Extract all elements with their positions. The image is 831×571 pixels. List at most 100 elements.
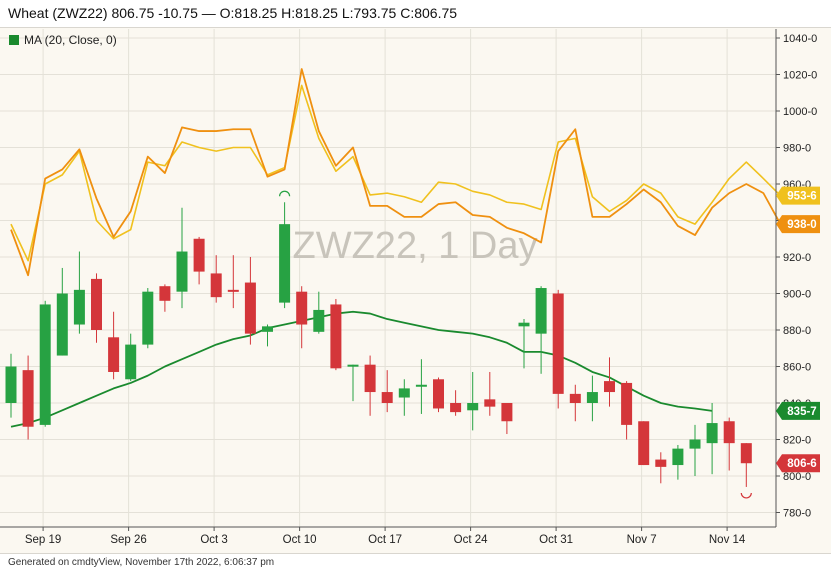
- grid-lines: [0, 29, 776, 527]
- y-tick-label: 820-0: [783, 435, 811, 447]
- candle-body: [433, 379, 444, 409]
- y-tick-label: 780-0: [783, 508, 811, 520]
- candle-up: [415, 359, 427, 414]
- y-tick-label: 880-0: [783, 325, 811, 337]
- candle-body: [364, 364, 376, 393]
- candle-down: [91, 273, 102, 343]
- candle-body: [91, 278, 102, 330]
- band-upper-line: [10, 84, 782, 262]
- band-lower-line: [10, 68, 782, 277]
- candle-down: [723, 417, 735, 471]
- candles: [5, 202, 752, 487]
- band-lower-price-tag-bg: [776, 215, 820, 234]
- candle-body: [142, 291, 154, 345]
- last-close-price-tag-bg: [776, 454, 820, 473]
- candle-body: [279, 224, 291, 303]
- ma-line: [10, 310, 713, 428]
- x-tick-label: Nov 7: [627, 534, 657, 546]
- candle-down: [210, 255, 222, 303]
- candle-up: [5, 353, 17, 418]
- candle-up: [262, 324, 273, 347]
- candle-body: [450, 403, 462, 413]
- candle-body: [689, 439, 701, 449]
- candle-down: [621, 381, 633, 440]
- ma-price-tag-bg: [776, 401, 820, 420]
- last-close-price-tag-text: 806-6: [787, 458, 816, 470]
- candle-body: [22, 370, 34, 427]
- candle-down: [159, 284, 171, 312]
- x-tick-label: Sep 26: [110, 534, 146, 546]
- candle-body: [552, 293, 564, 394]
- candle-body: [227, 289, 239, 292]
- candle-body: [467, 403, 479, 411]
- candle-body: [347, 364, 359, 367]
- candle-body: [5, 366, 17, 403]
- x-tick-label: Sep 19: [25, 534, 61, 546]
- indicator-legend[interactable]: MA (20, Close, 0): [9, 33, 117, 47]
- candle-up: [313, 291, 325, 334]
- candle-down: [108, 311, 120, 380]
- legend-swatch: [9, 35, 19, 45]
- candle-body: [723, 421, 735, 444]
- candle-down: [193, 236, 205, 285]
- candle-down: [604, 357, 615, 407]
- candle-down: [381, 370, 393, 413]
- candle-body: [740, 443, 752, 464]
- chart-title: Wheat (ZWZ22) 806.75 -10.75 — O:818.25 H…: [8, 5, 458, 21]
- y-tick-label: 920-0: [783, 252, 811, 264]
- candle-down: [433, 377, 444, 413]
- candle-body: [125, 344, 137, 380]
- chart-header: Wheat (ZWZ22) 806.75 -10.75 — O:818.25 H…: [0, 0, 831, 28]
- candle-body: [501, 403, 513, 422]
- candle-body: [56, 293, 68, 356]
- y-tick-label: 980-0: [783, 143, 811, 155]
- candle-down: [501, 403, 513, 435]
- candle-up: [706, 403, 718, 475]
- x-tick-label: Oct 24: [454, 534, 488, 546]
- candle-up: [142, 288, 154, 349]
- footer-text: Generated on cmdtyView, November 17th 20…: [8, 557, 275, 568]
- candle-up: [347, 364, 359, 402]
- candle-body: [176, 251, 188, 292]
- ma-price-tag: 835-7: [776, 401, 820, 420]
- band-upper-price-tag: 953-6: [776, 186, 820, 205]
- candle-up: [518, 319, 530, 369]
- candle-body: [655, 459, 667, 467]
- candle-body: [398, 388, 410, 398]
- candle-body: [518, 322, 530, 327]
- candle-down: [638, 421, 650, 466]
- candle-down: [552, 289, 564, 409]
- y-tick-label: 800-0: [783, 471, 811, 483]
- x-tick-label: Nov 14: [709, 534, 746, 546]
- candle-up: [279, 202, 291, 309]
- candle-up: [56, 267, 68, 356]
- candle-down: [740, 443, 752, 487]
- candle-down: [296, 286, 308, 349]
- candle-body: [569, 393, 581, 403]
- legend-label: MA (20, Close, 0): [24, 33, 117, 47]
- candle-up: [672, 444, 684, 480]
- candle-down: [569, 384, 581, 422]
- candle-body: [535, 288, 547, 334]
- candle-body: [706, 423, 718, 444]
- axes: 780-0800-0820-0840-0860-0880-0900-0920-0…: [0, 29, 817, 546]
- price-labels: 953-6 938-0 835-7 806-6: [776, 186, 820, 473]
- candle-body: [244, 282, 256, 334]
- high-low-markers: [279, 190, 752, 499]
- candle-up: [535, 286, 547, 374]
- candle-body: [262, 326, 273, 332]
- band-upper-price-tag-bg: [776, 186, 820, 205]
- candle-up: [586, 375, 598, 422]
- y-tick-label: 900-0: [783, 289, 811, 301]
- candle-up: [398, 379, 410, 416]
- candle-down: [655, 452, 667, 484]
- x-tick-label: Oct 17: [368, 534, 402, 546]
- candle-down: [227, 255, 239, 309]
- band-lower-price-tag: 938-0: [776, 215, 820, 234]
- band-upper-price-tag-text: 953-6: [787, 191, 816, 203]
- y-tick-label: 1000-0: [783, 106, 817, 118]
- candle-body: [73, 289, 85, 325]
- candle-body: [484, 399, 496, 407]
- candle-body: [159, 286, 171, 301]
